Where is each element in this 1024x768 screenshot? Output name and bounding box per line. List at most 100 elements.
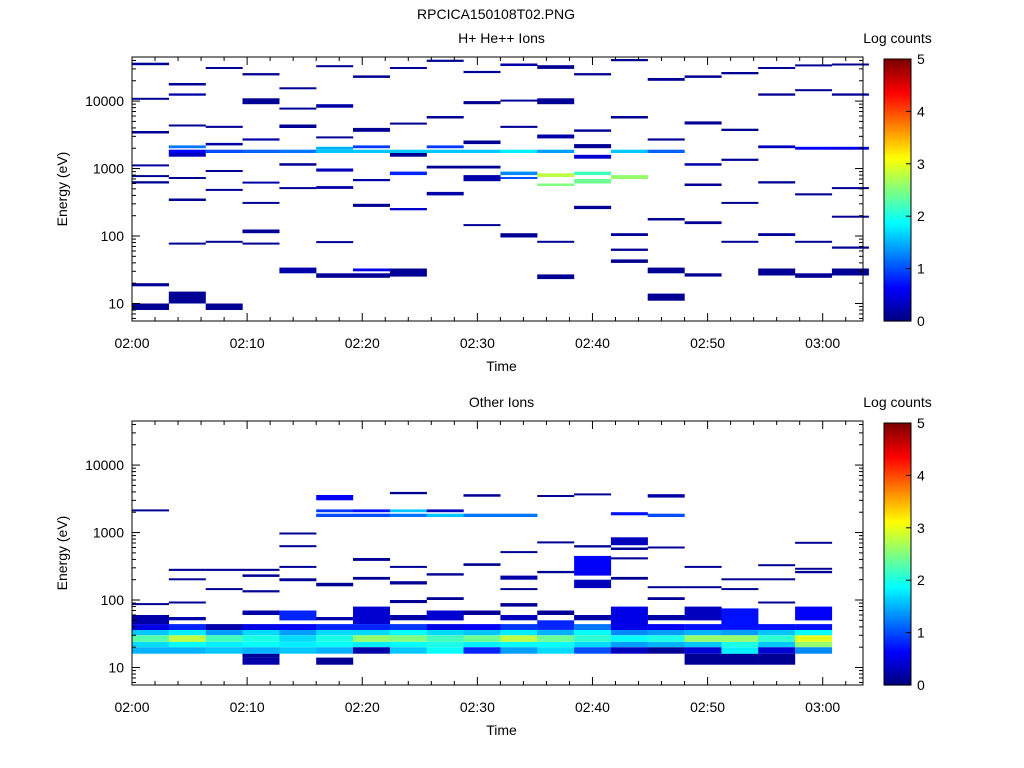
- heatmap-cell: [795, 541, 833, 544]
- heatmap-cell: [353, 641, 390, 648]
- heatmap-cell: [426, 145, 464, 149]
- heatmap-cell: [537, 620, 575, 630]
- y-tick-label: 10: [108, 295, 124, 311]
- colorbar-swatch: [884, 621, 911, 625]
- heatmap-cell: [610, 233, 648, 236]
- heatmap-cell: [279, 107, 317, 110]
- heatmap-cell: [168, 242, 206, 245]
- heatmap-cell: [574, 579, 612, 589]
- heatmap-cell: [647, 629, 685, 636]
- colorbar-swatch: [884, 262, 911, 265]
- x-tick-label: 02:30: [460, 335, 495, 351]
- colorbar-swatch: [884, 67, 911, 71]
- heatmap-cell: [574, 154, 612, 159]
- heatmap-cell: [647, 624, 685, 630]
- heatmap-cell: [132, 283, 169, 287]
- colorbar-swatch: [884, 152, 911, 156]
- heatmap-cell: [353, 635, 390, 642]
- x-tick-label: 02:40: [575, 335, 610, 351]
- colorbar-swatch: [884, 74, 911, 78]
- heatmap-cell: [647, 138, 685, 141]
- heatmap-cell: [721, 240, 759, 243]
- heatmap-cell: [647, 597, 685, 600]
- heatmap-cell: [426, 59, 464, 62]
- heatmap-cell: [389, 171, 427, 176]
- colorbar-swatch: [884, 229, 911, 233]
- heatmap-cell: [353, 203, 390, 207]
- colorbar-swatch: [884, 475, 911, 479]
- colorbar-swatch: [884, 464, 911, 468]
- heatmap-cell: [279, 267, 317, 274]
- heatmap-cell: [389, 268, 427, 277]
- colorbar-swatch: [884, 220, 911, 224]
- heatmap-cell: [279, 149, 317, 153]
- colorbar-label: Log counts: [863, 30, 932, 46]
- x-tick-label: 03:00: [805, 335, 840, 351]
- x-tick-label: 03:00: [805, 699, 840, 715]
- heatmap-cell: [132, 647, 169, 654]
- heatmap-cell: [426, 610, 464, 621]
- heatmap-cell: [389, 624, 427, 630]
- colorbar-swatch: [884, 488, 911, 492]
- colorbar-label: Log counts: [863, 394, 932, 410]
- heatmap-cell: [537, 647, 575, 654]
- colorbar-swatch: [884, 190, 911, 193]
- colorbar-swatch: [884, 98, 911, 102]
- colorbar-swatch: [884, 248, 911, 252]
- colorbar-tick-label: 0: [917, 677, 925, 693]
- colorbar-swatch: [884, 580, 911, 583]
- figure-title: RPCICA150108T02.PNG: [417, 6, 575, 22]
- heatmap-cell: [279, 610, 317, 621]
- colorbar-swatch: [884, 639, 911, 642]
- heatmap-cell: [205, 635, 243, 642]
- panel-1: H+ He++ Ions Time Energy (eV) 02:00 02:10 02:…: [54, 30, 932, 374]
- heatmap-cell: [574, 73, 612, 76]
- heatmap-cell: [795, 641, 833, 648]
- colorbar-swatch: [884, 669, 911, 673]
- colorbar-swatch: [884, 205, 911, 209]
- heatmap-cell: [316, 635, 354, 642]
- heatmap-cell: [132, 62, 169, 66]
- heatmap-cell: [389, 122, 427, 125]
- heatmap-cell: [647, 615, 685, 621]
- heatmap-cell: [132, 624, 169, 630]
- colorbar-tick-label: 0: [917, 313, 925, 329]
- colorbar-swatch: [884, 231, 911, 235]
- colorbar-tick-label: 4: [917, 467, 925, 483]
- colorbar-swatch: [884, 270, 911, 274]
- heatmap-cell: [537, 610, 575, 615]
- heatmap-cell: [168, 641, 206, 648]
- heatmap-cell: [574, 635, 612, 642]
- colorbar-swatch: [884, 543, 911, 546]
- heatmap-cell: [353, 75, 390, 78]
- colorbar-swatch: [884, 227, 911, 230]
- colorbar-swatch: [884, 560, 911, 564]
- heatmap-cell: [795, 567, 833, 570]
- heatmap-cell: [647, 641, 685, 648]
- colorbar-swatch: [884, 174, 911, 178]
- heatmap-cell: [242, 590, 280, 593]
- colorbar: 0 1 2 3 4 5 Log counts: [863, 30, 932, 329]
- heatmap-cell: [168, 578, 206, 581]
- heatmap-cell: [647, 647, 685, 654]
- heatmap-cell: [795, 64, 833, 67]
- colorbar-swatch: [884, 107, 911, 110]
- colorbar-swatch: [884, 255, 911, 259]
- colorbar-swatch: [884, 626, 911, 629]
- colorbar-swatch: [884, 486, 911, 490]
- heatmap-cell: [574, 555, 612, 576]
- colorbar-swatch: [884, 161, 911, 165]
- x-tick-label: 02:00: [114, 699, 149, 715]
- heatmap-cell: [500, 624, 538, 630]
- heatmap-cell: [721, 72, 759, 75]
- heatmap-cell: [574, 205, 612, 210]
- colorbar-swatch: [884, 296, 911, 300]
- heatmap-cell: [500, 551, 538, 554]
- heatmap-cell: [463, 175, 501, 182]
- colorbar-swatch: [884, 647, 911, 651]
- colorbar-swatch: [884, 660, 911, 664]
- heatmap-cell: [610, 537, 648, 546]
- heatmap-cell: [242, 574, 280, 577]
- heatmap-cell: [242, 629, 280, 636]
- heatmap-cell: [610, 149, 648, 153]
